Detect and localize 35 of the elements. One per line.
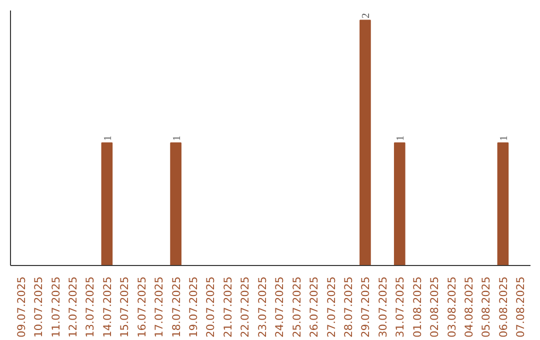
x-tick-label: 19.07.2025	[187, 276, 200, 338]
x-tick-label: 06.08.2025	[496, 276, 510, 338]
x-tick-label: 26.07.2025	[308, 276, 321, 338]
x-tick-label: 25.07.2025	[290, 276, 304, 338]
x-tick-label: 29.07.2025	[359, 276, 372, 338]
x-tick-label: 03.08.2025	[445, 276, 458, 338]
x-tick-label: 27.07.2025	[324, 276, 338, 338]
x-tick-label: 02.08.2025	[428, 276, 442, 338]
x-tick-label: 30.07.2025	[376, 276, 390, 338]
x-tick-label: 07.08.2025	[514, 276, 528, 338]
x-tick-label: 17.07.2025	[152, 276, 166, 338]
x-tick-label: 13.07.2025	[84, 276, 97, 338]
x-tick-label: 01.08.2025	[410, 276, 424, 338]
x-tick-label: 10.07.2025	[32, 276, 46, 338]
data-label: 1	[172, 136, 183, 141]
x-tick-label: 09.07.2025	[14, 276, 28, 338]
x-tick-label: 14.07.2025	[100, 276, 114, 338]
x-tick-label: 22.07.2025	[238, 276, 252, 338]
x-tick-label: 12.07.2025	[66, 276, 80, 338]
x-tick-label: 16.07.2025	[135, 276, 148, 338]
x-tick-label: 23.07.2025	[256, 276, 269, 338]
x-tick-label: 28.07.2025	[342, 276, 355, 338]
x-tick-label: 24.07.2025	[273, 276, 286, 338]
x-tick-label: 31.07.2025	[394, 276, 407, 338]
x-tick-label: 18.07.2025	[170, 276, 183, 338]
data-label: 1	[498, 136, 510, 141]
data-label: 1	[396, 136, 407, 141]
data-label: 1	[102, 136, 114, 141]
x-tick-label: 15.07.2025	[118, 276, 132, 338]
x-tick-label: 04.08.2025	[462, 276, 476, 338]
x-tick-label: 20.07.2025	[204, 276, 218, 338]
x-tick-label: 11.07.2025	[49, 276, 62, 338]
x-tick-label: 05.08.2025	[480, 276, 493, 338]
data-label: 2	[361, 12, 372, 18]
x-tick-label: 21.07.2025	[221, 276, 234, 338]
